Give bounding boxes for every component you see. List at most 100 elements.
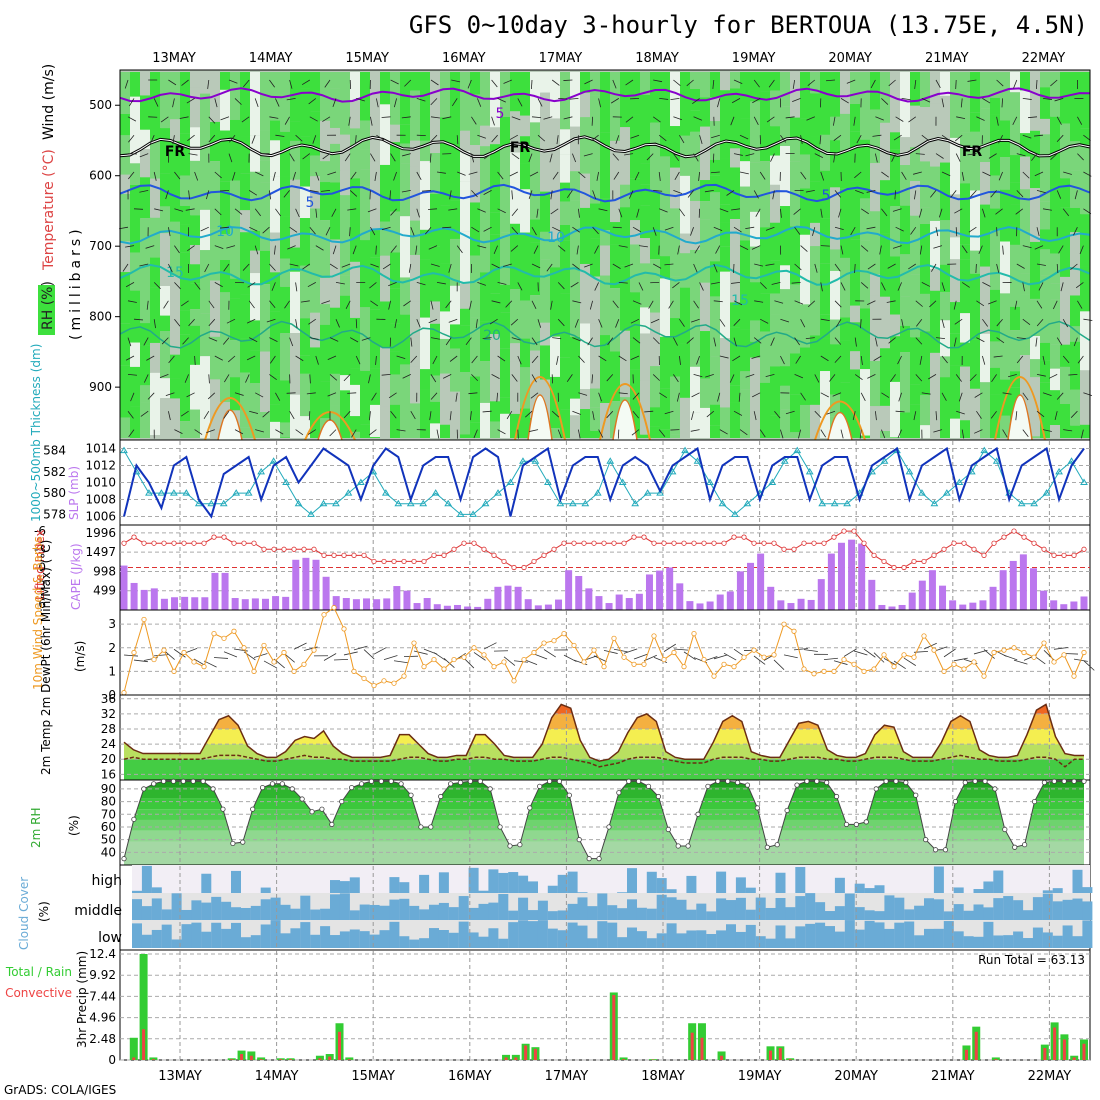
wind-barb — [269, 374, 277, 381]
rh-cell — [910, 181, 921, 216]
thickness-line-point — [194, 499, 203, 507]
rh-cell — [310, 347, 321, 389]
rh-cell — [190, 364, 201, 410]
rh-cell — [410, 220, 421, 256]
rh-cell — [240, 210, 251, 233]
wind-speed-line-point — [421, 664, 427, 670]
wind-barb — [174, 171, 181, 180]
wind-barb — [214, 98, 218, 108]
rh-cell — [360, 120, 371, 150]
wind-barb — [477, 208, 486, 213]
wind-barb — [612, 300, 619, 309]
rh-line-point — [329, 821, 335, 828]
rh-line-point — [606, 824, 612, 830]
rh-line-point — [1022, 842, 1028, 848]
rh-cell — [300, 72, 311, 89]
lifted-index-line-point — [811, 540, 817, 546]
cloud-cell — [518, 875, 529, 893]
rh-cell — [320, 324, 331, 382]
wind-barb — [739, 429, 748, 436]
surface-wind-barb — [383, 655, 398, 660]
wind-barb — [401, 190, 411, 193]
rh-cell — [670, 126, 681, 168]
cloud-cell — [914, 935, 925, 948]
wind-barb — [489, 318, 498, 325]
rh-cell — [870, 360, 881, 407]
rh-cell — [690, 366, 701, 413]
rh-cell — [610, 157, 621, 223]
rh-cell — [780, 72, 791, 107]
cloud-cell — [528, 881, 538, 893]
rh-cell — [700, 180, 711, 202]
rh-cell — [540, 379, 551, 409]
wind-barb — [491, 116, 495, 126]
wind-speed-line-point — [661, 656, 667, 663]
rh-cell — [190, 325, 201, 365]
rh-cell — [470, 72, 481, 95]
surface-wind-barb — [393, 660, 408, 664]
wind-barb — [531, 374, 537, 383]
wind-barb — [283, 190, 290, 198]
wind-barb — [491, 263, 500, 269]
rh-line-point — [1061, 778, 1067, 784]
wind-barb — [753, 190, 759, 199]
rh-cell — [500, 116, 511, 148]
precip-conv-bar — [788, 1059, 792, 1060]
rh-cell — [510, 223, 521, 290]
wind-barb — [329, 374, 338, 381]
wind-barb — [425, 226, 432, 235]
tick-label: 28 — [101, 722, 116, 736]
lifted-index-line-point — [1021, 534, 1027, 540]
rh-cell — [500, 232, 511, 285]
rh-cell — [710, 324, 721, 357]
rh-cell — [780, 106, 791, 146]
rh-cell — [520, 232, 531, 301]
rh-cell — [340, 134, 351, 171]
rh-line-point — [804, 778, 810, 784]
wind-barb — [693, 116, 703, 121]
rh-cell — [350, 261, 361, 318]
wind-barb — [529, 171, 539, 177]
precip-conv-bar — [524, 1045, 528, 1060]
wind-barb — [967, 79, 977, 82]
wind-barb — [133, 208, 144, 210]
rh-cell — [140, 149, 151, 178]
rh-line-point — [418, 824, 424, 830]
wind-speed-line-point — [451, 656, 457, 663]
rh-line-point — [546, 778, 553, 784]
wind-barb — [388, 300, 391, 310]
rh-cell — [640, 263, 651, 308]
surface-wind-barb — [863, 648, 876, 658]
rh-cell — [260, 250, 271, 285]
wind-barb — [491, 300, 501, 304]
rh-line-point — [537, 783, 543, 789]
chart-title: GFS 0~10day 3-hourly for BERTOUA (13.75E… — [409, 11, 1088, 39]
rh-cell — [190, 283, 201, 310]
wind-speed-line-point — [141, 616, 147, 623]
wind-barb — [505, 300, 513, 308]
cloud-cell — [854, 907, 865, 920]
wind-barb — [739, 134, 749, 140]
tick-label: 1014 — [85, 442, 116, 456]
rh-cell — [560, 293, 571, 358]
wind-speed-line-point — [911, 654, 917, 660]
lifted-index-line-point — [1011, 528, 1017, 534]
rh-cell — [820, 314, 831, 339]
wind-barb — [1063, 171, 1072, 175]
wind-barb — [970, 190, 977, 198]
rh-cell — [540, 92, 551, 156]
rh-cell — [200, 93, 211, 146]
rh-line-point — [883, 778, 889, 784]
cloud-cell — [983, 907, 994, 920]
cloud-cell — [270, 920, 281, 948]
wind-barb — [751, 355, 761, 359]
rh-cell — [950, 259, 961, 303]
wind-barb — [897, 355, 902, 365]
cloud-cell — [330, 880, 340, 893]
rh-line-point — [893, 778, 899, 784]
tick-label: 3 — [108, 617, 116, 631]
wind-barb — [456, 245, 463, 254]
wind-barb — [733, 410, 743, 416]
cape-bar — [140, 589, 148, 610]
rh-cell — [810, 267, 821, 336]
